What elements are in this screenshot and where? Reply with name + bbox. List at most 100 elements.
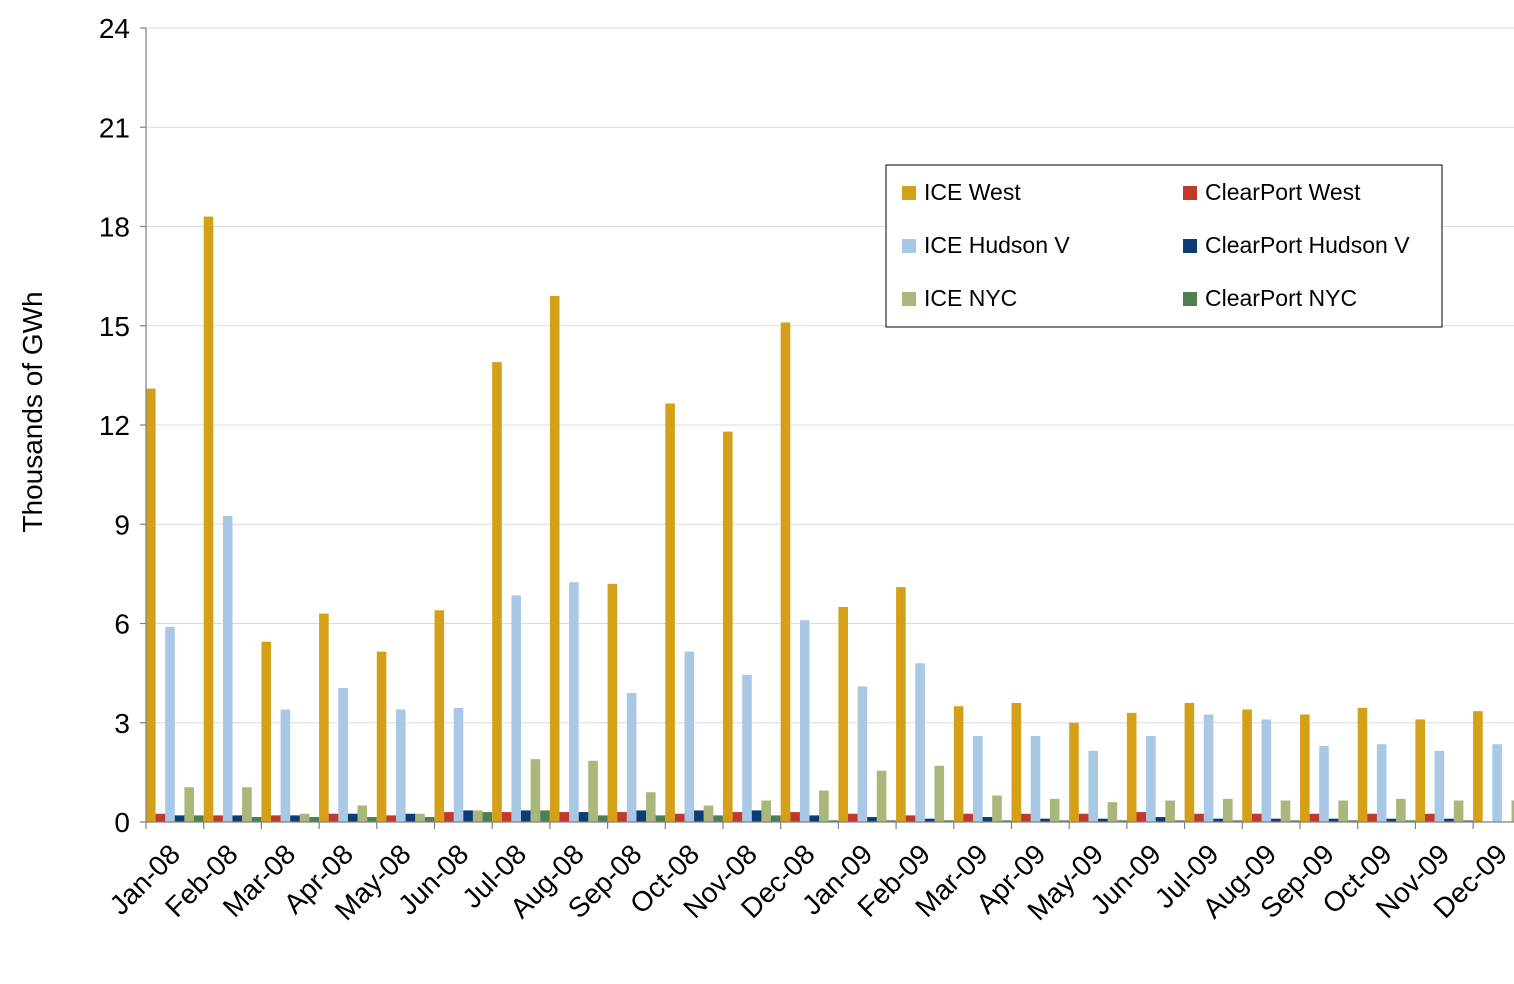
bar <box>396 709 406 822</box>
y-tick-label: 9 <box>114 509 130 540</box>
bar <box>530 759 541 822</box>
y-tick-label: 18 <box>99 212 130 243</box>
bar <box>1001 820 1012 822</box>
y-tick-label: 15 <box>99 311 130 342</box>
bar <box>453 707 464 822</box>
bar <box>819 790 829 822</box>
bar <box>347 813 358 822</box>
bar <box>1396 798 1406 822</box>
bar <box>694 810 704 822</box>
legend-swatch <box>902 292 916 306</box>
bar <box>1300 714 1310 822</box>
bar <box>1069 722 1079 822</box>
bar <box>290 815 300 822</box>
axes <box>140 27 1514 829</box>
bar <box>771 815 781 822</box>
bar <box>1271 818 1281 822</box>
legend-label: ClearPort NYC <box>1205 285 1357 311</box>
legend-box <box>885 164 1443 328</box>
bar <box>540 810 550 822</box>
bar <box>1078 813 1089 822</box>
bar <box>203 216 214 822</box>
bar <box>684 651 695 822</box>
gridlines <box>146 27 1514 724</box>
bar <box>1155 817 1166 822</box>
bar <box>1136 812 1147 822</box>
bar <box>1040 818 1050 822</box>
legend-swatch <box>1183 292 1197 306</box>
bar <box>1415 719 1425 822</box>
bar <box>1405 820 1416 822</box>
y-axis-title: Thousands of GWh <box>17 291 48 532</box>
bar <box>934 765 945 822</box>
bar <box>723 431 733 822</box>
bar <box>588 760 598 822</box>
y-tick-label: 3 <box>114 708 130 739</box>
bar <box>1492 744 1502 822</box>
legend: ICE West ClearPort West ICE Hudson V ClearP… <box>885 164 1443 328</box>
legend-swatch <box>1183 239 1197 253</box>
bar <box>636 810 646 822</box>
bar <box>1444 818 1454 822</box>
bar <box>482 812 493 822</box>
bar <box>1088 750 1098 822</box>
bar <box>1232 820 1243 822</box>
bar <box>319 613 329 822</box>
y-tick-label: 12 <box>99 410 130 441</box>
bar <box>213 815 223 822</box>
bar <box>848 813 858 822</box>
bar <box>1511 800 1514 822</box>
bar <box>405 813 416 822</box>
bar <box>280 709 291 822</box>
bar <box>1328 818 1339 822</box>
bar <box>521 810 531 822</box>
bar <box>367 817 377 822</box>
bar <box>1049 798 1060 822</box>
bar <box>242 787 252 822</box>
bar <box>1367 813 1377 822</box>
bar <box>569 582 579 822</box>
bar <box>232 815 243 822</box>
bar <box>328 813 339 822</box>
bar <box>828 820 839 822</box>
bar <box>944 820 954 822</box>
bar <box>174 815 185 822</box>
bar <box>665 403 675 822</box>
bar <box>857 686 868 822</box>
bar <box>751 810 762 822</box>
bar <box>713 815 723 822</box>
bar <box>607 583 618 822</box>
bar <box>1165 800 1175 822</box>
x-tick-labels: Jan-08Feb-08Mar-08Apr-08May-08Jun-08Jul-… <box>104 838 1514 926</box>
bar <box>165 626 175 822</box>
bar <box>386 815 396 822</box>
bar <box>1213 818 1223 822</box>
bar <box>780 322 791 822</box>
bar <box>357 805 368 822</box>
bar <box>1011 702 1022 822</box>
bar <box>1059 820 1070 822</box>
bar <box>1194 813 1204 822</box>
bar <box>1251 813 1262 822</box>
bar <box>271 815 281 822</box>
bar <box>1319 745 1329 822</box>
bar <box>194 815 204 822</box>
legend-swatch <box>902 186 916 200</box>
bar <box>742 674 752 822</box>
bar <box>973 735 983 822</box>
bar <box>559 812 570 822</box>
y-tick-label: 0 <box>114 807 130 838</box>
bar <box>492 362 502 822</box>
legend-label: ICE West <box>924 179 1021 205</box>
bar <box>799 620 810 822</box>
bar <box>222 515 233 822</box>
bar <box>146 388 156 822</box>
bar <box>1348 820 1358 822</box>
bar <box>896 587 906 822</box>
bar <box>1117 820 1127 822</box>
y-tick-label: 21 <box>99 112 130 143</box>
bar <box>1290 820 1300 822</box>
bar <box>299 813 310 822</box>
bar <box>703 805 714 822</box>
